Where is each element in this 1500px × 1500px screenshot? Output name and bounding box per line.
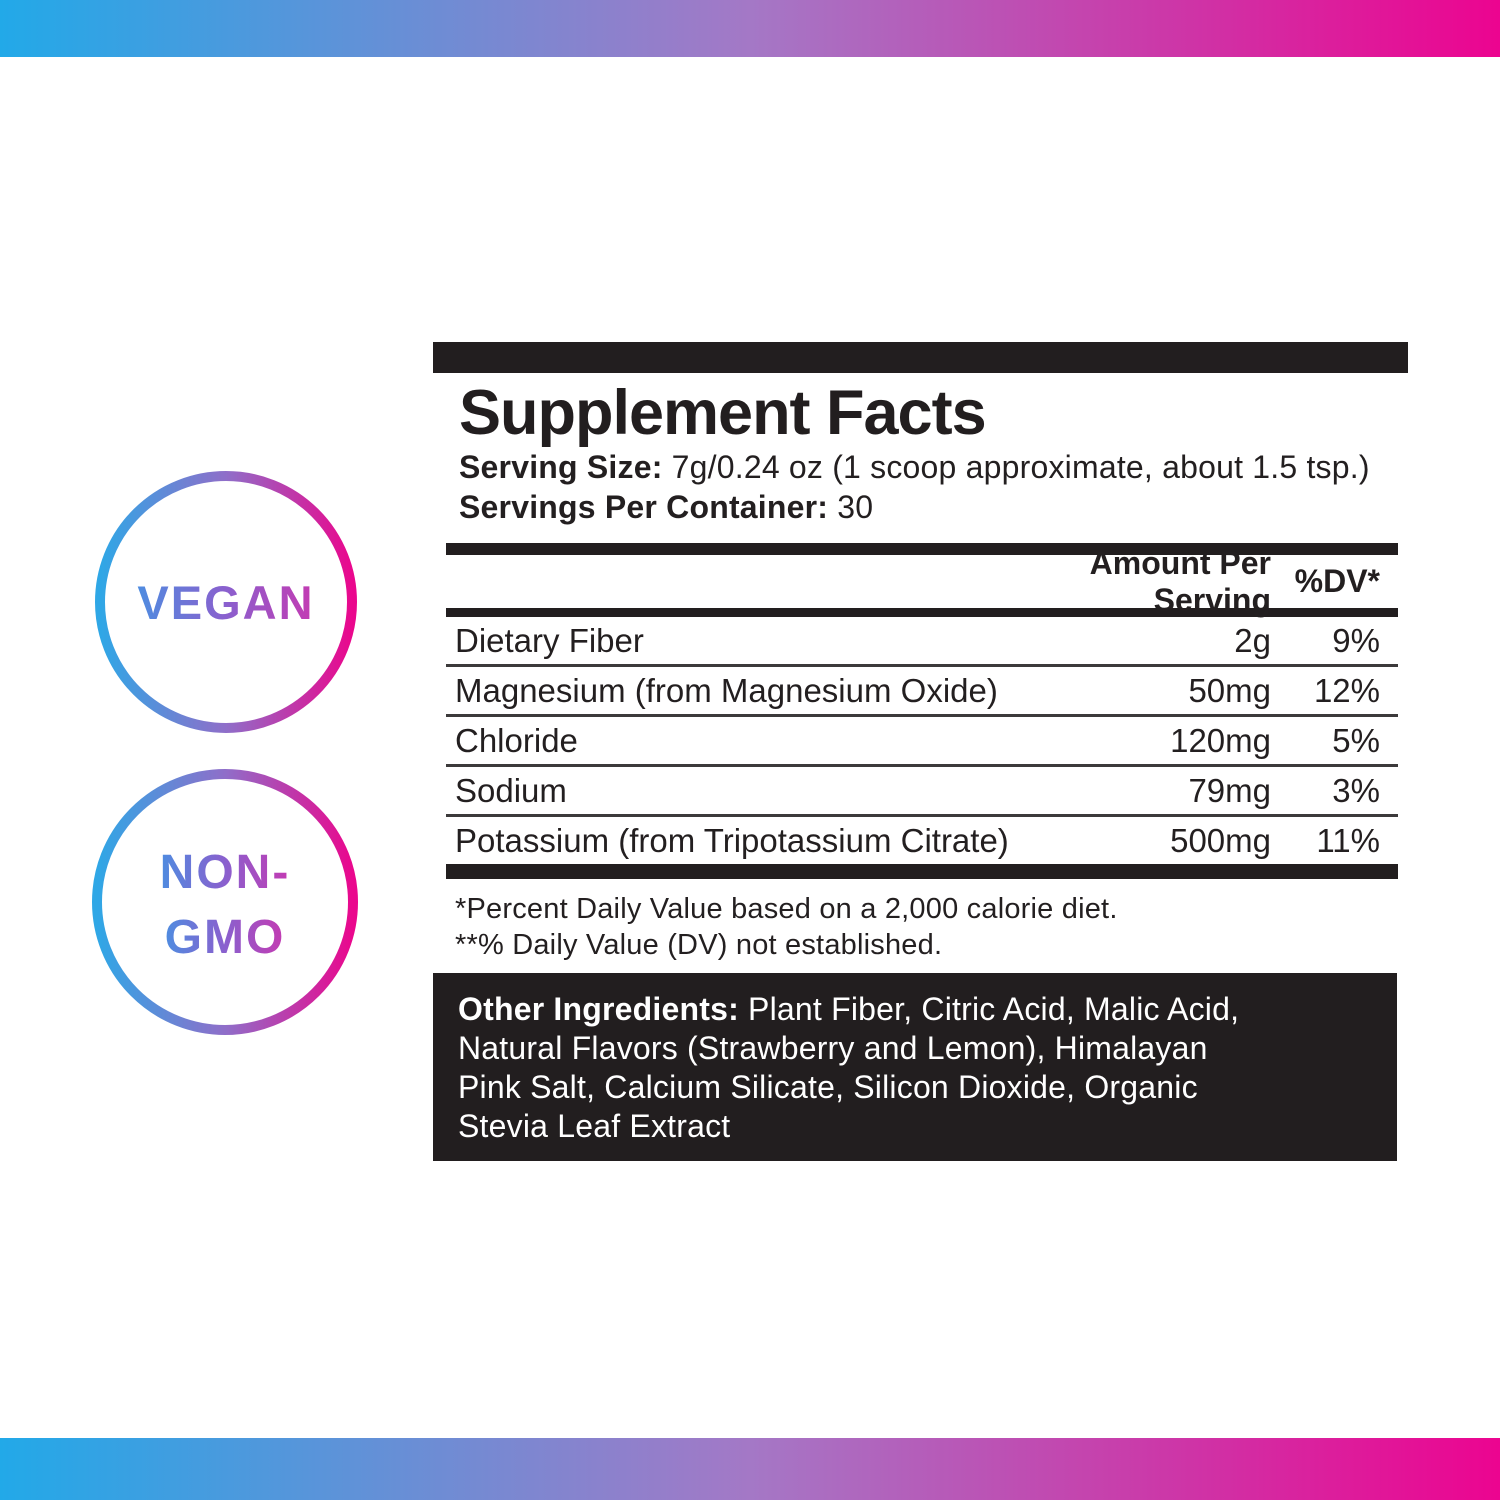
servings-per-container-label: Servings Per Container: <box>459 489 829 525</box>
non-gmo-badge-label-line2: GMO <box>165 911 286 964</box>
bottom-gradient-bar <box>0 1438 1500 1500</box>
nutrition-table: Amount Per Serving %DV* Dietary Fiber 2g… <box>446 543 1398 879</box>
nutrient-dv: 11% <box>1316 821 1380 859</box>
footnote-dv-not-established: **% Daily Value (DV) not established. <box>455 929 943 961</box>
top-gradient-bar <box>0 0 1500 57</box>
non-gmo-badge-label-line1: NON- <box>160 846 291 899</box>
other-ingredients-line2: Natural Flavors (Strawberry and Lemon), … <box>458 1030 1208 1066</box>
servings-per-container-value: 30 <box>828 489 874 525</box>
divider-bar-bottom <box>446 864 1398 879</box>
divider-bar-medium <box>446 608 1398 617</box>
nutrient-name: Potassium (from Tripotassium Citrate) <box>455 821 1009 859</box>
nutrient-amount: 79mg <box>1188 771 1271 809</box>
table-row: Potassium (from Tripotassium Citrate) 50… <box>446 817 1398 864</box>
nutrient-dv: 3% <box>1332 771 1380 809</box>
other-ingredients-line3: Pink Salt, Calcium Silicate, Silicon Dio… <box>458 1069 1198 1105</box>
nutrient-dv: 12% <box>1313 671 1380 709</box>
other-ingredients-line4: Stevia Leaf Extract <box>458 1108 731 1144</box>
dv-header: %DV* <box>1294 563 1380 599</box>
non-gmo-badge-ring <box>92 769 358 1035</box>
vegan-badge-label: VEGAN <box>137 576 314 629</box>
table-row: Dietary Fiber 2g 9% <box>446 617 1398 667</box>
other-ingredients-line1-rest: Plant Fiber, Citric Acid, Malic Acid, <box>738 991 1240 1027</box>
footnotes: *Percent Daily Value based on a 2,000 ca… <box>455 891 1408 963</box>
nutrient-name: Dietary Fiber <box>455 621 644 659</box>
panel-top-bar <box>433 342 1408 373</box>
nutrient-amount: 120mg <box>1170 721 1271 759</box>
divider-bar-thick <box>446 543 1398 555</box>
table-row: Sodium 79mg 3% <box>446 767 1398 817</box>
table-row: Magnesium (from Magnesium Oxide) 50mg 12… <box>446 667 1398 717</box>
amount-per-serving-header: Amount Per Serving <box>1089 544 1271 618</box>
nutrient-dv: 5% <box>1332 721 1380 759</box>
table-header-row: Amount Per Serving %DV* <box>446 545 1398 618</box>
nutrient-dv: 9% <box>1332 621 1380 659</box>
nutrient-name: Magnesium (from Magnesium Oxide) <box>455 671 998 709</box>
nutrient-name: Chloride <box>455 721 578 759</box>
nutrient-name: Sodium <box>455 771 567 809</box>
non-gmo-badge-icon: NON- GMO <box>92 769 358 1035</box>
servings-per-container-line: Servings Per Container: 30 <box>459 487 1408 527</box>
other-ingredients-label: Other Ingredients: <box>458 991 739 1027</box>
supplement-facts-panel: Supplement Facts Serving Size: 7g/0.24 o… <box>433 342 1408 1161</box>
nutrient-amount: 2g <box>1234 621 1271 659</box>
serving-size-line: Serving Size: 7g/0.24 oz (1 scoop approx… <box>459 447 1408 487</box>
serving-size-value: 7g/0.24 oz (1 scoop approximate, about 1… <box>662 449 1370 485</box>
nutrient-amount: 50mg <box>1188 671 1271 709</box>
vegan-badge-icon: VEGAN <box>95 471 357 733</box>
nutrient-amount: 500mg <box>1170 821 1271 859</box>
serving-size-label: Serving Size: <box>459 449 663 485</box>
table-row: Chloride 120mg 5% <box>446 717 1398 767</box>
other-ingredients-line1: Other Ingredients: Plant Fiber, Citric A… <box>458 990 1377 1029</box>
other-ingredients-box: Other Ingredients: Plant Fiber, Citric A… <box>433 973 1397 1161</box>
panel-title: Supplement Facts <box>459 378 987 448</box>
footnote-daily-value: *Percent Daily Value based on a 2,000 ca… <box>455 893 1118 925</box>
vegan-badge-ring <box>95 471 357 733</box>
